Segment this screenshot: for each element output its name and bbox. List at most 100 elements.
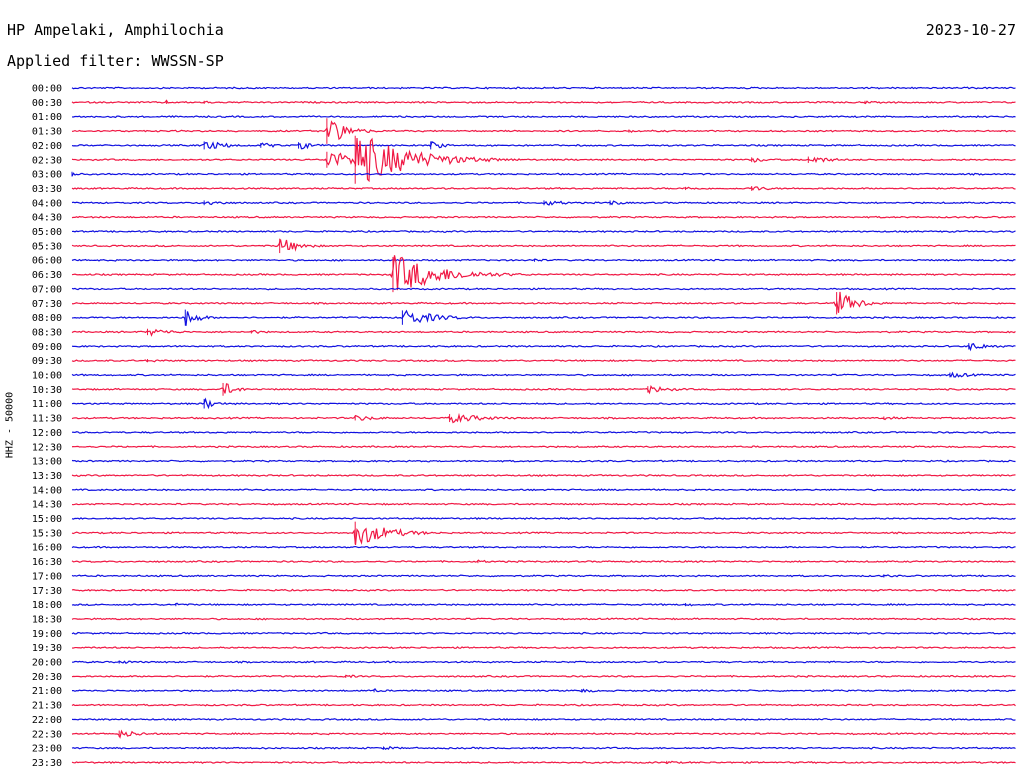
row-label: 14:30 bbox=[32, 500, 62, 511]
row-label: 15:30 bbox=[32, 528, 62, 539]
record-date: 2023-10-27 bbox=[925, 21, 1016, 39]
row-label: 08:00 bbox=[32, 313, 62, 324]
trace-line bbox=[71, 559, 1016, 564]
trace-line bbox=[71, 383, 1016, 395]
trace-line bbox=[71, 729, 1016, 739]
trace-line bbox=[71, 141, 1016, 150]
row-label: 05:00 bbox=[32, 227, 62, 238]
row-label: 17:00 bbox=[32, 571, 62, 582]
trace-line bbox=[71, 488, 1016, 492]
trace-line bbox=[71, 115, 1016, 119]
trace-line bbox=[71, 328, 1016, 337]
row-label: 21:00 bbox=[32, 686, 62, 697]
trace-line bbox=[71, 172, 1016, 177]
row-label: 09:00 bbox=[32, 342, 62, 353]
trace-line bbox=[71, 588, 1016, 592]
row-label: 07:30 bbox=[32, 299, 62, 310]
row-label: 11:00 bbox=[32, 399, 62, 410]
row-label: 00:30 bbox=[32, 98, 62, 109]
trace-line bbox=[71, 527, 1016, 545]
trace-line bbox=[71, 255, 1016, 291]
trace-line bbox=[71, 502, 1016, 506]
station-name: HP Ampelaki, Amphilochia bbox=[7, 21, 224, 39]
row-label: 20:00 bbox=[32, 658, 62, 669]
row-label: 12:30 bbox=[32, 442, 62, 453]
row-label: 19:00 bbox=[32, 629, 62, 640]
row-label: 12:00 bbox=[32, 428, 62, 439]
row-label: 20:30 bbox=[32, 672, 62, 683]
trace-line bbox=[71, 646, 1016, 650]
row-label: 04:30 bbox=[32, 213, 62, 224]
trace-line bbox=[71, 516, 1016, 521]
filter-label: Applied filter: bbox=[7, 52, 143, 70]
trace-line bbox=[71, 445, 1016, 449]
trace-line bbox=[71, 660, 1016, 664]
trace-line bbox=[71, 717, 1016, 721]
row-label: 14:00 bbox=[32, 485, 62, 496]
trace-line bbox=[71, 545, 1016, 549]
trace-line bbox=[71, 371, 1016, 378]
trace-line bbox=[71, 688, 1016, 693]
row-label: 10:00 bbox=[32, 371, 62, 382]
row-label: 03:30 bbox=[32, 184, 62, 195]
trace-line bbox=[71, 430, 1016, 434]
trace-line bbox=[71, 343, 1016, 352]
trace-line bbox=[71, 215, 1016, 219]
row-label: 23:00 bbox=[32, 744, 62, 755]
trace-line bbox=[71, 99, 1016, 105]
row-label: 15:00 bbox=[32, 514, 62, 525]
row-label: 21:30 bbox=[32, 701, 62, 712]
trace-line bbox=[71, 137, 1016, 183]
trace-line bbox=[71, 703, 1016, 707]
trace-line bbox=[71, 760, 1016, 764]
row-label: 16:00 bbox=[32, 543, 62, 554]
trace-line bbox=[71, 239, 1016, 252]
trace-line bbox=[71, 574, 1016, 578]
trace-line bbox=[71, 397, 1016, 410]
trace-line bbox=[71, 86, 1016, 90]
row-label: 18:00 bbox=[32, 600, 62, 611]
trace-line bbox=[71, 474, 1016, 477]
row-label: 17:30 bbox=[32, 586, 62, 597]
row-label: 05:30 bbox=[32, 241, 62, 252]
trace-line bbox=[71, 120, 1016, 141]
row-label: 13:30 bbox=[32, 471, 62, 482]
trace-line bbox=[71, 412, 1016, 424]
row-label: 18:30 bbox=[32, 614, 62, 625]
row-label: 10:30 bbox=[32, 385, 62, 396]
row-label: 01:00 bbox=[32, 112, 62, 123]
row-label: 19:30 bbox=[32, 643, 62, 654]
row-label: 13:00 bbox=[32, 457, 62, 468]
row-label: 08:30 bbox=[32, 327, 62, 338]
row-label: 07:00 bbox=[32, 284, 62, 295]
row-label: 02:30 bbox=[32, 155, 62, 166]
filter-value: WWSSN-SP bbox=[151, 52, 224, 70]
trace-line bbox=[71, 459, 1016, 463]
trace-line bbox=[71, 258, 1016, 262]
row-label: 22:30 bbox=[32, 729, 62, 740]
filter-info: Applied filter: WWSSN-SP bbox=[7, 51, 224, 71]
row-label: 04:00 bbox=[32, 198, 62, 209]
row-label: 09:30 bbox=[32, 356, 62, 367]
row-label: 23:30 bbox=[32, 758, 62, 769]
row-label: 16:30 bbox=[32, 557, 62, 568]
row-label: 11:30 bbox=[32, 414, 62, 425]
row-label: 03:00 bbox=[32, 170, 62, 181]
trace-line bbox=[71, 617, 1016, 621]
trace-line bbox=[71, 745, 1016, 750]
trace-line bbox=[71, 674, 1016, 679]
trace-line bbox=[71, 287, 1016, 291]
trace-line bbox=[71, 602, 1016, 607]
trace-line bbox=[71, 291, 1016, 313]
row-label: 06:30 bbox=[32, 270, 62, 281]
trace-line bbox=[71, 229, 1016, 234]
trace-line bbox=[71, 186, 1016, 191]
trace-line bbox=[71, 359, 1016, 363]
trace-line bbox=[71, 631, 1016, 635]
row-label: 22:00 bbox=[32, 715, 62, 726]
row-label: 06:00 bbox=[32, 256, 62, 267]
trace-line bbox=[71, 309, 1016, 326]
row-label: 00:00 bbox=[32, 84, 62, 95]
row-label: 02:00 bbox=[32, 141, 62, 152]
